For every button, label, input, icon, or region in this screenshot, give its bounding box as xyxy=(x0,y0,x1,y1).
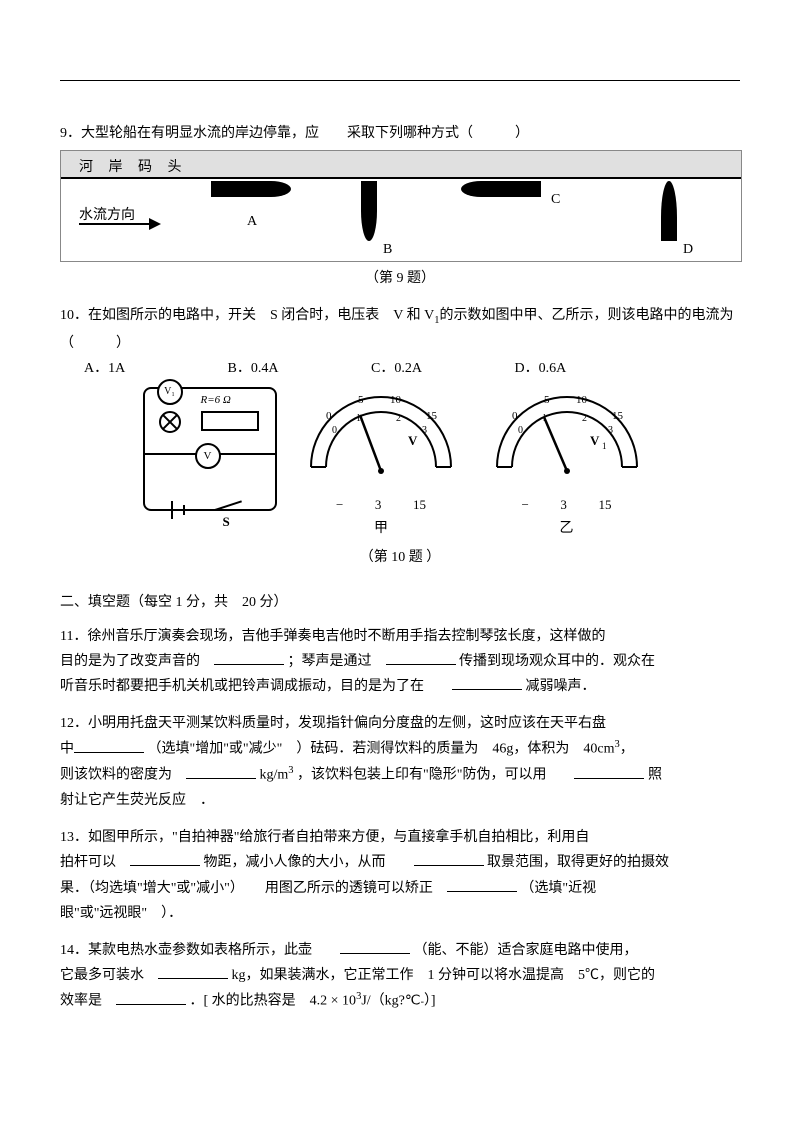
blank xyxy=(74,738,144,753)
resistor-icon xyxy=(201,411,259,431)
q9-caption: （第 9 题） xyxy=(60,266,740,291)
svg-text:3: 3 xyxy=(422,425,427,436)
question-12: 12．小明用托盘天平测某饮料质量时，发现指针偏向分度盘的左侧，这时应该在天平右盘… xyxy=(60,711,740,813)
svg-text:1: 1 xyxy=(542,413,547,424)
gauge-left: 0 5 10 15 0 1 2 3 V − 3 15 甲 xyxy=(296,387,466,541)
svg-text:3: 3 xyxy=(608,425,613,436)
blank xyxy=(574,764,644,779)
svg-text:10: 10 xyxy=(390,394,402,406)
blank xyxy=(447,877,517,892)
blank xyxy=(340,939,410,954)
lamp-icon xyxy=(159,411,181,433)
option-d-label: D xyxy=(683,237,693,262)
q14-l3: 效率是 ．[ 水的比热容是 4.2 × 103J/（kg?℃-）] xyxy=(60,988,740,1014)
svg-text:10: 10 xyxy=(576,394,588,406)
gauge-right-icon: 0 5 10 15 0 1 2 3 V 1 xyxy=(482,387,652,483)
gauge-right-name: 乙 xyxy=(482,516,652,541)
q14-l2: 它最多可装水 kg，如果装满水，它正常工作 1 分钟可以将水温提高 5℃，则它的 xyxy=(60,963,740,988)
option-c-label: C xyxy=(551,187,560,212)
ship-d-icon xyxy=(661,181,677,241)
q10-options: A．1A B．0.4A C．0.2A D．0.6A xyxy=(60,356,740,381)
q13-l3: 果．（均选填"增大"或"减小"） 用图乙所示的透镜可以矫正 （选填"近视 xyxy=(60,876,740,901)
flow-arrow-icon xyxy=(79,223,159,225)
svg-text:2: 2 xyxy=(396,413,401,424)
q10-opt-a: A．1A xyxy=(84,356,224,381)
q10-caption: （第 10 题 ） xyxy=(60,545,740,570)
q10-opt-b: B．0.4A xyxy=(228,356,368,381)
svg-text:0: 0 xyxy=(332,425,337,436)
q11-l1: 11．徐州音乐厅演奏会现场，吉他手弹奏电吉他时不断用手指去控制琴弦长度，这样做的 xyxy=(60,624,740,649)
blank xyxy=(130,851,200,866)
gauge-minus: − xyxy=(522,493,529,516)
question-11: 11．徐州音乐厅演奏会现场，吉他手弹奏电吉他时不断用手指去控制琴弦长度，这样做的… xyxy=(60,624,740,700)
blank xyxy=(414,851,484,866)
q11-l3: 听音乐时都要把手机关机或把铃声调成振动，目的是为了在 减弱噪声． xyxy=(60,674,740,699)
q13-l4: 眼"或"远视眼" ）． xyxy=(60,901,740,926)
svg-text:V: V xyxy=(408,433,418,448)
svg-text:0: 0 xyxy=(518,425,523,436)
gauge-r2: 15 xyxy=(599,493,612,516)
gauge-r1: 3 xyxy=(560,493,567,516)
voltmeter-v1-icon: V₁ xyxy=(157,379,183,405)
voltmeter-v-icon: V xyxy=(195,443,221,469)
battery-icon xyxy=(169,509,193,511)
section-2-heading: 二、填空题（每空 1 分，共 20 分） xyxy=(60,590,740,615)
gauge-left-name: 甲 xyxy=(296,516,466,541)
svg-text:V: V xyxy=(590,433,600,448)
blank xyxy=(116,990,186,1005)
svg-text:15: 15 xyxy=(612,410,624,422)
q12-l4: 射让它产生荧光反应 ． xyxy=(60,788,740,813)
q13-l1: 13．如图甲所示，"自拍神器"给旅行者自拍带来方便，与直接拿手机自拍相比，利用自 xyxy=(60,825,740,850)
blank xyxy=(214,650,284,665)
svg-text:2: 2 xyxy=(582,413,587,424)
q12-l1: 12．小明用托盘天平测某饮料质量时，发现指针偏向分度盘的左侧，这时应该在天平右盘 xyxy=(60,711,740,736)
dock-label: 河 岸 码 头 xyxy=(79,155,188,180)
switch-label: S xyxy=(223,510,230,533)
svg-text:1: 1 xyxy=(602,441,607,451)
option-b-label: B xyxy=(383,237,392,262)
q9-diagram: 河 岸 码 头 水流方向 A B C D xyxy=(60,150,742,262)
question-13: 13．如图甲所示，"自拍神器"给旅行者自拍带来方便，与直接拿手机自拍相比，利用自… xyxy=(60,825,740,926)
q11-l2: 目的是为了改变声音的 ；琴声是通过 传播到现场观众耳中的．观众在 xyxy=(60,649,740,674)
q14-l1: 14．某款电热水壶参数如表格所示，此壶 （能、不能）适合家庭电路中使用， xyxy=(60,938,740,963)
blank xyxy=(158,964,228,979)
ship-a-icon xyxy=(211,181,291,197)
resistor-label: R=6 Ω xyxy=(201,391,231,411)
q10-diagram: V₁ R=6 Ω V S 0 5 10 15 xyxy=(60,387,740,541)
gauge-r1: 3 xyxy=(375,493,382,516)
svg-text:0: 0 xyxy=(326,410,332,422)
q10-opt-d: D．0.6A xyxy=(515,356,655,381)
blank xyxy=(386,650,456,665)
ship-c-icon xyxy=(461,181,541,197)
gauge-minus: − xyxy=(336,493,343,516)
svg-text:1: 1 xyxy=(356,413,361,424)
q10-opt-c: C．0.2A xyxy=(371,356,511,381)
svg-text:0: 0 xyxy=(512,410,518,422)
svg-text:5: 5 xyxy=(358,394,364,406)
blank xyxy=(186,764,256,779)
q13-l2: 拍杆可以 物距，减小人像的大小，从而 取景范围，取得更好的拍摄效 xyxy=(60,850,740,875)
svg-text:5: 5 xyxy=(544,394,550,406)
ship-b-icon xyxy=(361,181,377,241)
q12-l3: 则该饮料的密度为 kg/m3 ，该饮料包装上印有"隐形"防伪，可以用 照 xyxy=(60,762,740,788)
gauge-right: 0 5 10 15 0 1 2 3 V 1 − 3 15 乙 xyxy=(482,387,652,541)
gauge-r2: 15 xyxy=(413,493,426,516)
question-14: 14．某款电热水壶参数如表格所示，此壶 （能、不能）适合家庭电路中使用， 它最多… xyxy=(60,938,740,1014)
blank xyxy=(452,675,522,690)
svg-text:15: 15 xyxy=(426,410,438,422)
gauge-left-icon: 0 5 10 15 0 1 2 3 V xyxy=(296,387,466,483)
q12-l2: 中 （选填"增加"或"减少" ）砝码．若测得饮料的质量为 46g，体积为 40c… xyxy=(60,736,740,762)
question-10: 10．在如图所示的电路中，开关 S 闭合时，电压表 V 和 V1的示数如图中甲、… xyxy=(60,303,740,570)
q9-text: 9．大型轮船在有明显水流的岸边停靠，应 采取下列哪种方式（ ） xyxy=(60,121,740,146)
option-a-label: A xyxy=(247,209,257,234)
question-9: 9．大型轮船在有明显水流的岸边停靠，应 采取下列哪种方式（ ） 河 岸 码 头 … xyxy=(60,121,740,291)
circuit-icon: V₁ R=6 Ω V S xyxy=(143,387,277,511)
q10-text: 10．在如图所示的电路中，开关 S 闭合时，电压表 V 和 V1的示数如图中甲、… xyxy=(60,303,740,356)
